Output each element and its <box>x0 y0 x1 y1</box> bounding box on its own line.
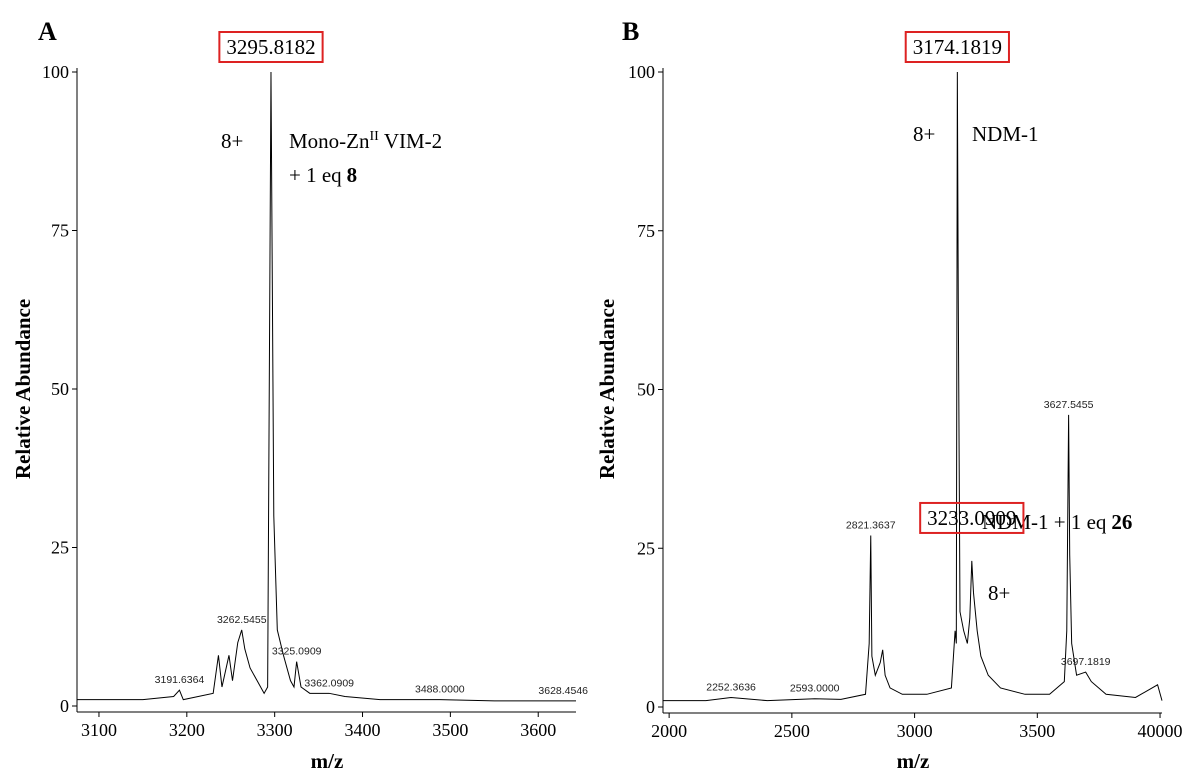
y-tick-label: 0 <box>646 697 655 717</box>
boxed-peak-label: 3233.0909 <box>927 506 1016 530</box>
charge-annotation: 8+ <box>221 129 243 153</box>
peak-label: 2593.0000 <box>790 683 840 695</box>
y-tick-label: 75 <box>51 221 69 241</box>
peak-label: 3262.5455 <box>217 614 267 626</box>
y-tick-label: 50 <box>51 379 69 399</box>
x-tick-label: 3200 <box>169 720 205 740</box>
y-axis-title: Relative Abundance <box>595 299 619 479</box>
ligand-text: NDM-1 + 1 eq <box>982 510 1107 534</box>
x-tick-label: 3100 <box>81 720 117 740</box>
boxed-peak-label: 3174.1819 <box>913 35 1002 59</box>
sample-annotation: NDM-1 <box>972 122 1039 146</box>
label-box <box>919 501 1025 534</box>
y-tick-label: 25 <box>51 538 69 558</box>
panel-letter: B <box>622 17 639 46</box>
y-tick-label: 75 <box>637 221 655 241</box>
peak-label: 2252.3636 <box>706 681 756 693</box>
y-tick-label: 0 <box>60 696 69 716</box>
x-tick-label: 3600 <box>520 720 556 740</box>
charge-annotation: 8+ <box>913 122 935 146</box>
sample-annotation: Mono-ZnII VIM-2 <box>289 129 442 153</box>
panel-letter: A <box>38 17 57 46</box>
label-box <box>904 31 1010 63</box>
y-tick-label: 100 <box>42 62 69 82</box>
y-tick-label: 25 <box>637 538 655 558</box>
peak-label: 3627.5455 <box>1044 399 1094 411</box>
x-axis-title: m/z <box>311 749 344 773</box>
peak-label: 3697.1819 <box>1061 656 1111 668</box>
x-tick-label: 2500 <box>774 721 810 741</box>
ligand-number: 26 <box>1111 510 1132 534</box>
charge-annotation: 8+ <box>988 581 1010 605</box>
ligand-number: 8 <box>347 163 358 187</box>
x-tick-label: 3000 <box>897 721 933 741</box>
x-tick-label: 3400 <box>345 720 381 740</box>
spectrum-line <box>77 71 576 702</box>
spectrum-line <box>663 71 1163 702</box>
ligand-annotation: NDM-1 + 1 eq 26 <box>982 510 1132 534</box>
x-axis-title: m/z <box>897 749 930 773</box>
ligand-text: + 1 eq <box>289 163 342 187</box>
peak-label: 3362.0909 <box>304 677 354 689</box>
boxed-peak-label: 3295.8182 <box>226 35 315 59</box>
y-tick-label: 50 <box>637 380 655 400</box>
peak-label: 3628.4546 <box>538 685 588 697</box>
superscript: II <box>370 129 380 144</box>
peak-label: 3488.0000 <box>415 684 465 696</box>
ligand-annotation: + 1 eq 8 <box>289 163 357 187</box>
peak-label: 3325.0909 <box>272 646 322 658</box>
peak-label: 3191.6364 <box>155 674 205 686</box>
label-box <box>218 31 324 63</box>
x-tick-label: 40000 <box>1138 721 1183 741</box>
x-tick-label: 3500 <box>432 720 468 740</box>
peak-label: 2821.3637 <box>846 520 896 532</box>
x-tick-label: 3500 <box>1019 721 1055 741</box>
y-tick-label: 100 <box>628 62 655 82</box>
y-axis-title: Relative Abundance <box>11 299 35 479</box>
x-tick-label: 2000 <box>651 721 687 741</box>
x-tick-label: 3300 <box>257 720 293 740</box>
sample-text: Mono-Zn <box>289 129 370 153</box>
sample-text: VIM-2 <box>384 129 442 153</box>
